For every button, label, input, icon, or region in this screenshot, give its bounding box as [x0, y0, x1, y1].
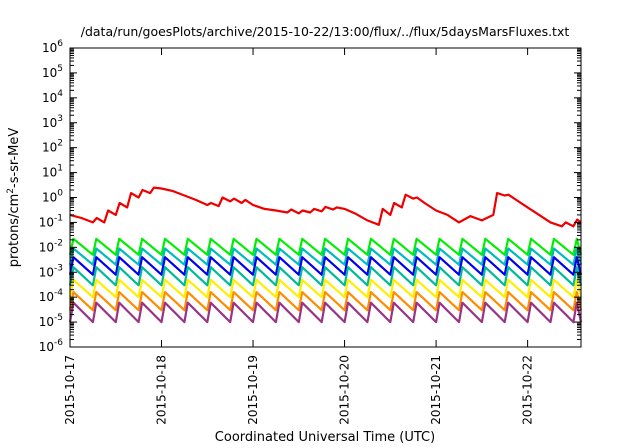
tick-layer: 10-610-510-410-310-210-11001011021031041… [39, 39, 581, 425]
y-tick-label-base: 10 [39, 315, 54, 329]
y-tick-label-base: 10 [42, 141, 57, 155]
y-tick-label-base: 10 [42, 91, 57, 105]
y-tick-label: 10-4 [39, 288, 64, 304]
y-tick-label-base: 10 [39, 265, 54, 279]
y-tick-label-base: 10 [39, 290, 54, 304]
x-tick-label: 2015-10-19 [246, 355, 260, 425]
y-tick-label-exp: 5 [57, 64, 63, 74]
y-tick-label-exp: -1 [54, 213, 63, 223]
series-line [68, 237, 583, 256]
x-tick-label: 2015-10-17 [63, 355, 77, 425]
series-line [68, 266, 583, 287]
series-line [68, 291, 583, 312]
series-line [68, 256, 583, 276]
y-tick-label: 10-6 [39, 338, 64, 354]
x-tick-label: 2015-10-21 [429, 355, 443, 425]
y-tick-label: 100 [42, 189, 63, 205]
series-line [68, 301, 583, 324]
y-tick-label-exp: -4 [54, 288, 63, 298]
series-line [68, 247, 583, 266]
y-tick-label-base: 10 [39, 215, 54, 229]
y-tick-label: 10-1 [39, 213, 63, 229]
y-tick-label-base: 10 [39, 340, 54, 354]
y-tick-label-exp: 4 [57, 89, 63, 99]
y-tick-label-exp: 6 [57, 39, 63, 49]
y-tick-label-base: 10 [42, 66, 57, 80]
y-tick-label-base: 10 [42, 41, 57, 55]
y-tick-label: 101 [42, 164, 63, 180]
y-tick-label: 102 [42, 139, 63, 155]
y-tick-label: 10-3 [39, 263, 63, 279]
series-layer [68, 186, 583, 324]
y-tick-label-exp: -5 [54, 313, 63, 323]
x-tick-label: 2015-10-20 [338, 355, 352, 425]
y-tick-label-base: 10 [42, 191, 57, 205]
y-tick-label: 103 [42, 114, 63, 130]
y-tick-label: 104 [42, 89, 63, 105]
y-tick-label-base: 10 [42, 116, 57, 130]
y-tick-label-base: 10 [39, 240, 54, 254]
y-tick-label-exp: 2 [57, 139, 63, 149]
y-tick-label-exp: 0 [57, 189, 63, 199]
chart-title: /data/run/goesPlots/archive/2015-10-22/1… [81, 24, 570, 39]
series-line [69, 186, 582, 228]
y-tick-label: 105 [42, 64, 63, 80]
y-axis-title: protons/cm2-s-sr-MeV [6, 128, 22, 268]
y-tick-label: 10-5 [39, 313, 63, 329]
x-tick-label: 2015-10-22 [521, 355, 535, 425]
y-tick-label-base: 10 [42, 166, 57, 180]
y-tick-label-exp: -3 [54, 263, 63, 273]
series-line [68, 278, 583, 299]
y-tick-label: 10-2 [39, 238, 63, 254]
y-tick-label: 106 [42, 39, 63, 55]
y-tick-label-exp: 1 [57, 164, 63, 174]
y-tick-label-exp: -2 [54, 238, 63, 248]
x-tick-label: 2015-10-18 [155, 355, 169, 425]
x-axis-title: Coordinated Universal Time (UTC) [215, 430, 435, 445]
y-tick-label-exp: 3 [57, 114, 63, 124]
y-tick-label-exp: -6 [54, 338, 63, 348]
